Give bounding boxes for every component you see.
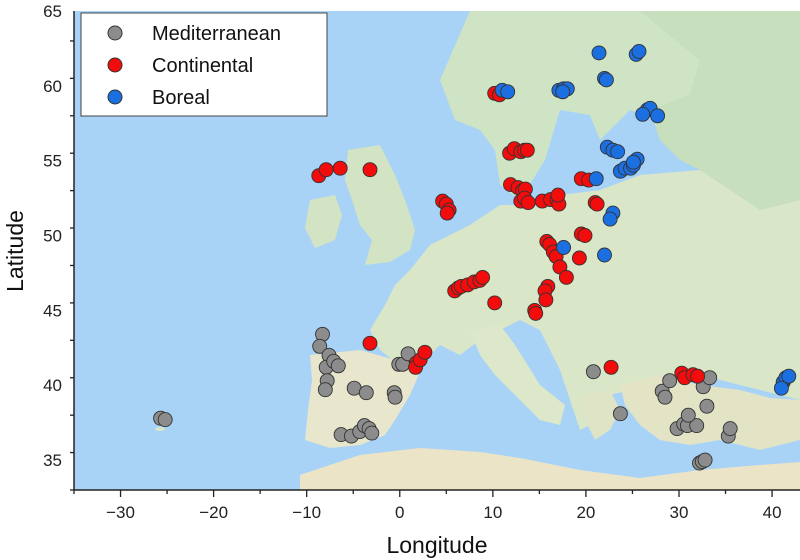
x-tick-label: −20 [199, 503, 228, 522]
point-continental-2 [332, 160, 348, 176]
point-boreal-14 [650, 108, 666, 124]
y-tick-label: 65 [43, 2, 62, 21]
point-continental-44 [528, 305, 544, 321]
point-mediterranean-3 [312, 338, 328, 354]
point-continental-39 [558, 269, 574, 285]
point-boreal-5 [555, 84, 571, 100]
point-continental-45 [487, 295, 503, 311]
data-points [153, 43, 797, 471]
point-boreal-24 [625, 154, 641, 170]
point-mediterranean-39 [722, 421, 738, 437]
y-tick-label: 60 [43, 77, 62, 96]
point-mediterranean-7 [330, 358, 346, 374]
point-boreal-31 [781, 368, 797, 384]
point-continental-57 [417, 344, 433, 360]
legend-label-boreal: Boreal [152, 87, 210, 109]
plot-area: −30 −20 −10 0 10 20 30 40 35 40 45 50 55 60 65 [43, 2, 800, 522]
point-boreal-10 [631, 43, 647, 59]
legend-marker-boreal [107, 89, 123, 105]
x-tick-label: 0 [395, 503, 404, 522]
point-boreal-6 [591, 45, 607, 61]
legend-label-continental: Continental [152, 55, 253, 77]
point-continental-26 [550, 187, 566, 203]
y-axis-title: Latitude [2, 210, 28, 292]
y-tick-label: 50 [43, 227, 62, 246]
y-tick-label: 35 [43, 451, 62, 470]
legend-label-mediterranean: Mediterranean [152, 23, 281, 45]
point-mediterranean-23 [585, 364, 601, 380]
point-boreal-1 [500, 84, 516, 100]
point-mediterranean-24 [612, 406, 628, 422]
point-boreal-26 [602, 211, 618, 227]
point-mediterranean-26 [657, 389, 673, 405]
y-tick-label: 40 [43, 376, 62, 395]
point-mediterranean-37 [697, 452, 713, 468]
point-boreal-8 [598, 72, 614, 88]
point-continental-32 [577, 228, 593, 243]
x-axis-title: Longitude [386, 532, 487, 558]
x-tick-label: 40 [763, 503, 782, 522]
x-tick-label: −10 [292, 503, 321, 522]
x-tick-label: 30 [670, 503, 689, 522]
point-mediterranean-31 [689, 418, 705, 434]
y-tick-label: 45 [43, 301, 62, 320]
point-mediterranean-34 [699, 398, 715, 414]
point-continental-30 [589, 196, 605, 212]
point-mediterranean-17 [364, 425, 380, 441]
x-tick-label: −30 [106, 503, 135, 522]
point-boreal-32 [773, 380, 789, 396]
x-tick-label: 20 [576, 503, 595, 522]
point-continental-62 [690, 368, 706, 384]
point-continental-14 [519, 142, 535, 158]
map-background [74, 11, 800, 490]
legend-marker-mediterranean [107, 25, 123, 41]
point-boreal-13 [635, 106, 651, 122]
point-boreal-28 [556, 240, 572, 255]
point-mediterranean-40 [680, 407, 696, 423]
point-continental-21 [520, 195, 536, 211]
point-continental-3 [362, 162, 378, 178]
legend: Mediterranean Continental Boreal [80, 12, 328, 117]
point-mediterranean-19 [387, 389, 403, 405]
point-boreal-18 [588, 171, 604, 187]
point-continental-33 [571, 250, 587, 266]
x-tick-label: 10 [483, 503, 502, 522]
point-mediterranean-9 [317, 382, 333, 398]
point-continental-7 [439, 205, 455, 221]
point-continental-52 [475, 269, 491, 285]
point-boreal-27 [597, 247, 612, 263]
point-mediterranean-1 [157, 412, 173, 428]
x-ticks: −30 −20 −10 0 10 20 30 40 [73, 490, 782, 522]
point-mediterranean-27 [662, 373, 678, 389]
legend-marker-continental [107, 57, 123, 73]
point-continental-42 [538, 292, 554, 308]
y-ticks: 35 40 45 50 55 60 65 [43, 2, 74, 491]
point-boreal-17 [610, 144, 626, 160]
y-tick-label: 55 [43, 152, 62, 171]
point-continental-1 [318, 162, 334, 178]
point-mediterranean-11 [358, 385, 374, 401]
point-continental-58 [603, 359, 619, 375]
point-continental-53 [362, 335, 378, 351]
